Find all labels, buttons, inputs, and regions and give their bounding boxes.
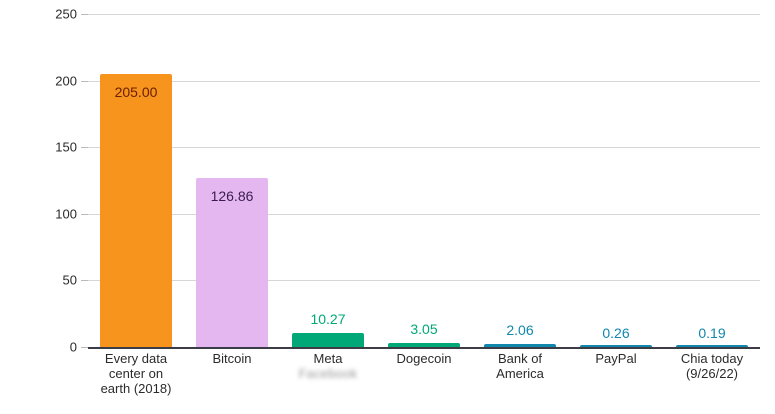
- category-label-line: earth (2018): [100, 381, 172, 396]
- bar-group: 0.19: [664, 14, 760, 347]
- bar[interactable]: [291, 333, 365, 347]
- bar[interactable]: [195, 178, 269, 347]
- y-tick-label: 150: [55, 139, 77, 155]
- y-tick-mark: [81, 147, 88, 149]
- x-axis-category-label: Chia today (9/26/22): [664, 351, 760, 381]
- gridline: [88, 213, 760, 215]
- x-axis-category-label: Dogecoin: [376, 351, 472, 366]
- category-label-line: Bank of: [497, 351, 543, 366]
- bar-value-label: 3.05: [410, 320, 438, 337]
- y-tick-label: 0: [69, 339, 77, 355]
- bar-group: 0.26: [568, 14, 664, 347]
- x-axis-category-label: Bitcoin: [184, 351, 280, 366]
- category-label-line: center on: [108, 366, 164, 381]
- category-label-line: Every data: [104, 351, 168, 366]
- bar[interactable]: [675, 345, 749, 347]
- bar[interactable]: [579, 345, 653, 347]
- x-axis-category-label: Meta Facebook: [280, 351, 376, 381]
- bar-group: 10.27: [280, 14, 376, 347]
- gridline: [88, 280, 760, 282]
- category-label-line: PayPal: [595, 351, 637, 366]
- gridline: [88, 14, 760, 15]
- x-axis-category-label: Every data center on earth (2018): [88, 351, 184, 396]
- bar-group: 205.00: [88, 14, 184, 347]
- axis-baseline: [88, 347, 760, 349]
- category-label-line: Chia today: [680, 351, 744, 366]
- bars-layer: 205.00 126.86 10.27 3.05 2.06 0.26 0.19: [88, 14, 760, 347]
- x-axis-category-labels: Every data center on earth (2018) Bitcoin Me…: [88, 351, 760, 414]
- y-tick-mark: [81, 213, 88, 215]
- plot-area: 0 50 100 150 200 250 205.00 126.86 10.27 3.05 2.0…: [55, 7, 760, 355]
- gridline: [88, 80, 760, 82]
- y-tick-label: 100: [55, 206, 77, 222]
- category-label-line: Bitcoin: [212, 351, 252, 366]
- bar-value-label: 0.19: [698, 324, 726, 341]
- category-label-line: Dogecoin: [396, 351, 452, 366]
- gridline: [88, 147, 760, 149]
- bar-value-label: 205.00: [114, 83, 158, 100]
- category-former-name-blurred: Facebook: [298, 366, 358, 381]
- y-tick-label: 200: [55, 73, 77, 89]
- category-label-line: (9/26/22): [685, 366, 739, 381]
- bar-value-label: 2.06: [506, 322, 534, 339]
- bar-value-label: 0.26: [602, 324, 630, 341]
- category-label-line: Meta: [313, 351, 343, 366]
- x-axis-category-label: Bank of America: [472, 351, 568, 381]
- x-axis-category-label: PayPal: [568, 351, 664, 366]
- y-tick-label: 50: [62, 272, 77, 288]
- y-tick-mark: [81, 14, 88, 15]
- y-tick-mark: [81, 280, 88, 282]
- bar-group: 126.86: [184, 14, 280, 347]
- y-tick-label: 250: [55, 6, 77, 22]
- y-tick-mark: [81, 347, 88, 348]
- bar-value-label: 126.86: [210, 188, 254, 205]
- bar[interactable]: [387, 342, 461, 347]
- bar-group: 3.05: [376, 14, 472, 347]
- bar-value-label: 10.27: [310, 311, 346, 328]
- bar[interactable]: [483, 344, 557, 347]
- category-label-line: America: [496, 366, 544, 381]
- bar-group: 2.06: [472, 14, 568, 347]
- bar[interactable]: [99, 73, 173, 347]
- y-tick-mark: [81, 80, 88, 82]
